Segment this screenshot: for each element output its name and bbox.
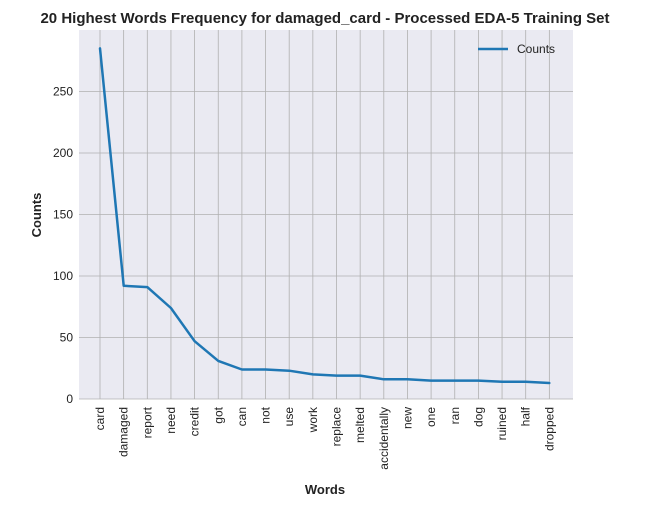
- x-tick-label: accidentally: [377, 407, 391, 470]
- y-tick-label: 100: [53, 269, 73, 283]
- x-tick-label: can: [235, 407, 249, 426]
- x-tick-label: use: [282, 407, 296, 427]
- chart-title: 20 Highest Words Frequency for damaged_c…: [40, 10, 609, 27]
- x-tick-label: new: [400, 407, 414, 429]
- x-axis-label: Words: [305, 482, 345, 497]
- x-tick-label: work: [306, 406, 320, 433]
- x-tick-label: report: [140, 406, 154, 438]
- x-tick-label: replace: [330, 407, 344, 447]
- y-axis-label: Counts: [29, 193, 44, 238]
- y-tick-label: 0: [66, 392, 73, 406]
- x-tick-label: need: [164, 407, 178, 434]
- x-tick-label: damaged: [117, 407, 131, 457]
- y-axis-ticks: 0 50 100 150 200 250: [53, 85, 73, 407]
- x-tick-label: one: [424, 407, 438, 427]
- x-tick-label: credit: [188, 406, 202, 436]
- x-tick-label: not: [259, 406, 273, 423]
- y-tick-label: 150: [53, 208, 73, 222]
- legend-label-counts: Counts: [517, 42, 555, 56]
- x-tick-label: ran: [448, 407, 462, 424]
- x-tick-label: ruined: [495, 407, 509, 440]
- x-tick-label: got: [211, 406, 225, 423]
- y-tick-label: 250: [53, 85, 73, 99]
- x-tick-label: half: [519, 406, 533, 426]
- x-tick-label: melted: [353, 407, 367, 443]
- x-tick-label: dropped: [542, 407, 556, 451]
- y-tick-label: 50: [60, 331, 74, 345]
- x-tick-label: card: [93, 407, 107, 430]
- x-tick-label: dog: [471, 407, 485, 427]
- y-tick-label: 200: [53, 146, 73, 160]
